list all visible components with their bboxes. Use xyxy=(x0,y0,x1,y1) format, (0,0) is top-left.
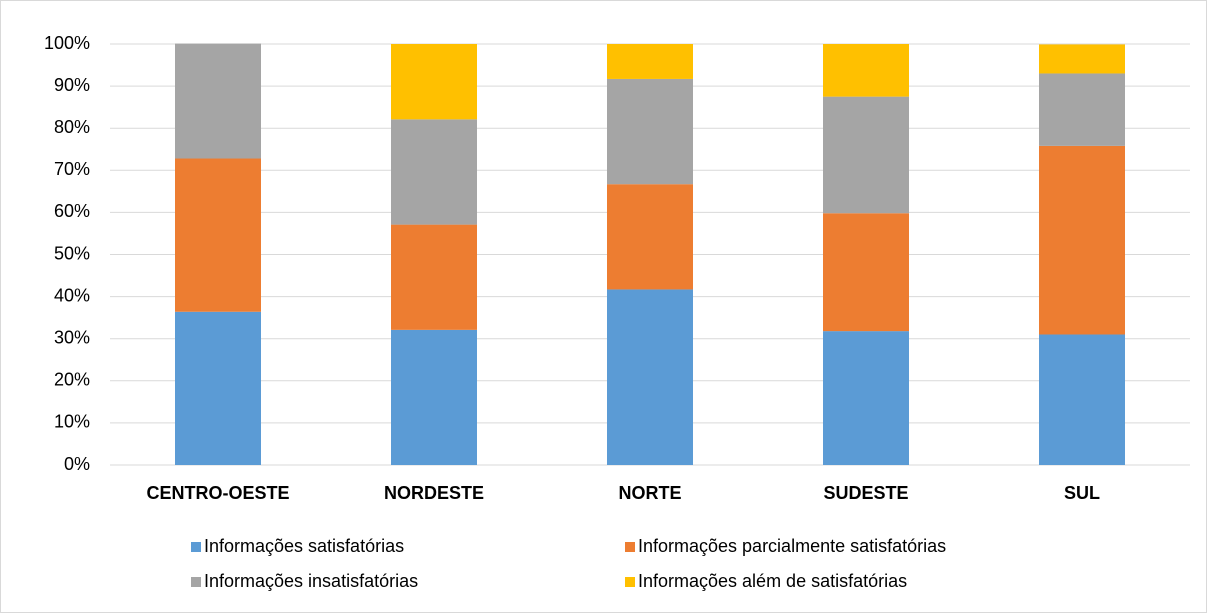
y-tick-label: 50% xyxy=(54,243,90,263)
x-tick-label: CENTRO-OESTE xyxy=(146,483,289,503)
x-tick-label: NORTE xyxy=(619,483,682,503)
legend-swatch xyxy=(191,577,201,587)
bar-segment xyxy=(1039,73,1125,146)
y-tick-label: 100% xyxy=(44,33,90,53)
bar-segment xyxy=(1039,145,1125,335)
bar-segment xyxy=(1039,44,1125,74)
bar-segment xyxy=(175,43,261,159)
y-tick-label: 60% xyxy=(54,201,90,221)
legend-label: Informações parcialmente satisfatórias xyxy=(638,536,946,556)
legend-swatch xyxy=(625,542,635,552)
bar-segment xyxy=(823,96,909,214)
bar-segment xyxy=(607,78,693,185)
bar-segment xyxy=(175,158,261,312)
bar-segment xyxy=(607,289,693,465)
legend-swatch xyxy=(191,542,201,552)
legend-label: Informações insatisfatórias xyxy=(204,571,418,591)
y-tick-label: 0% xyxy=(64,454,90,474)
bar-segment xyxy=(391,44,477,120)
bar-segment xyxy=(823,331,909,465)
x-tick-label: SUDESTE xyxy=(823,483,908,503)
legend-label: Informações satisfatórias xyxy=(204,536,404,556)
bar-segment xyxy=(391,119,477,225)
y-tick-label: 80% xyxy=(54,117,90,137)
bar-segment xyxy=(607,184,693,290)
x-tick-label: SUL xyxy=(1064,483,1100,503)
y-tick-label: 40% xyxy=(54,285,90,305)
x-tick-label: NORDESTE xyxy=(384,483,484,503)
y-tick-label: 20% xyxy=(54,370,90,390)
y-tick-label: 10% xyxy=(54,412,90,432)
bar-segment xyxy=(1039,334,1125,465)
y-tick-label: 90% xyxy=(54,75,90,95)
bar-segment xyxy=(391,329,477,465)
bar-segment xyxy=(391,224,477,330)
legend-label: Informações além de satisfatórias xyxy=(638,571,907,591)
bar-segment xyxy=(823,44,909,97)
y-tick-label: 30% xyxy=(54,327,90,347)
bar-segment xyxy=(607,44,693,79)
y-tick-label: 70% xyxy=(54,159,90,179)
bar-segment xyxy=(175,311,261,465)
bar-segment xyxy=(823,213,909,332)
legend-swatch xyxy=(625,577,635,587)
